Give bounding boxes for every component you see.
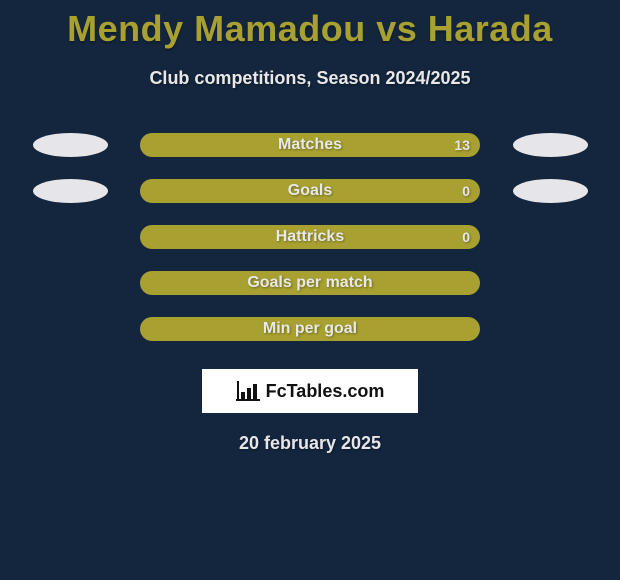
stat-label: Goals	[288, 182, 332, 200]
stat-bar: Goals per match	[140, 271, 480, 295]
right-player-marker	[510, 179, 590, 203]
logo-text: FcTables.com	[266, 381, 385, 402]
stat-bar: Hattricks 0	[140, 225, 480, 249]
left-player-marker	[30, 225, 110, 249]
stat-label: Hattricks	[276, 228, 344, 246]
bar-chart-icon	[236, 381, 260, 401]
stat-bar: Min per goal	[140, 317, 480, 341]
stat-label: Matches	[278, 136, 342, 154]
stat-value: 0	[462, 183, 470, 199]
stat-row: Matches 13	[0, 133, 620, 157]
stat-row: Goals 0	[0, 179, 620, 203]
right-player-marker	[510, 317, 590, 341]
left-player-marker	[30, 317, 110, 341]
right-player-marker	[510, 271, 590, 295]
stat-rows: Matches 13 Goals 0 Hattricks 0 Goals per…	[0, 133, 620, 341]
stat-value: 0	[462, 229, 470, 245]
left-player-marker	[30, 133, 110, 157]
stat-row: Min per goal	[0, 317, 620, 341]
right-player-marker	[510, 133, 590, 157]
right-player-marker	[510, 225, 590, 249]
stat-label: Goals per match	[247, 274, 372, 292]
page-title: Mendy Mamadou vs Harada	[0, 0, 620, 50]
ellipse-icon	[33, 179, 108, 203]
logo-box: FcTables.com	[202, 369, 418, 413]
stat-bar: Matches 13	[140, 133, 480, 157]
stat-bar: Goals 0	[140, 179, 480, 203]
stat-row: Goals per match	[0, 271, 620, 295]
subtitle: Club competitions, Season 2024/2025	[0, 68, 620, 89]
stat-row: Hattricks 0	[0, 225, 620, 249]
left-player-marker	[30, 179, 110, 203]
date-label: 20 february 2025	[0, 433, 620, 454]
ellipse-icon	[513, 179, 588, 203]
stat-value: 13	[454, 137, 470, 153]
left-player-marker	[30, 271, 110, 295]
ellipse-icon	[513, 133, 588, 157]
stat-label: Min per goal	[263, 320, 357, 338]
ellipse-icon	[33, 133, 108, 157]
